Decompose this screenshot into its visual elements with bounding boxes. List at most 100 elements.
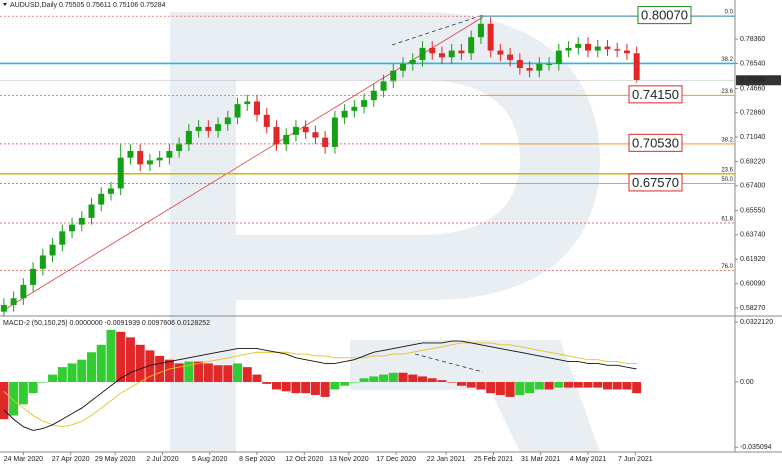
target-label: 0.70530 [632, 135, 679, 150]
title-arrow [3, 3, 7, 6]
macd-bar [388, 372, 398, 383]
candle-body [137, 150, 144, 165]
macd-bar [379, 374, 389, 383]
candle-body [30, 268, 37, 285]
candle-body [614, 49, 621, 51]
macd-bar [145, 350, 155, 383]
candle-body [487, 23, 494, 51]
target-label: 0.80070 [641, 8, 688, 23]
macd-bar [544, 382, 554, 390]
macd-signal-line [3, 342, 637, 428]
candle-body [205, 126, 212, 131]
macd-bar [203, 363, 213, 383]
candle-body [176, 144, 183, 151]
macd-bar [427, 378, 437, 383]
fib-label: 61.8 [721, 217, 733, 223]
candle-body [516, 59, 523, 68]
candle-body [283, 134, 290, 145]
candle-body [234, 104, 241, 118]
candle-body [448, 50, 455, 58]
candle-body [633, 53, 640, 81]
macd-bar [164, 359, 174, 383]
macd-bar [408, 374, 418, 383]
y-tick-label: 0.71040 [740, 134, 765, 141]
macd-bar [495, 382, 505, 396]
fib-label: 50.0 [721, 177, 733, 183]
macd-bar [310, 382, 320, 396]
candle-body [429, 47, 436, 54]
target-box [637, 6, 692, 25]
x-tick-label: 22 Jan 2021 [427, 456, 466, 463]
macd-bar [340, 382, 350, 386]
macd-bar [281, 382, 291, 392]
candle-body [536, 63, 543, 71]
macd-bar [515, 382, 525, 396]
target-box [628, 173, 683, 192]
macd-main-line [3, 340, 637, 431]
candle-body [69, 224, 76, 232]
y-tick-label: 0.67400 [740, 183, 765, 190]
macd-bar [593, 382, 603, 388]
x-tick-label: 5 Aug 2020 [192, 456, 228, 463]
candle-body [215, 124, 222, 131]
candle-body [185, 130, 192, 145]
macd-bar [125, 337, 135, 383]
candle-body [623, 50, 630, 54]
macd-bar [320, 382, 330, 397]
candle-body [477, 23, 484, 38]
candle-body [585, 43, 591, 51]
macd-bar [330, 382, 340, 390]
candle-body [409, 59, 416, 64]
candle-body [331, 117, 338, 147]
macd-bar [447, 382, 457, 383]
macd-bar [583, 382, 593, 388]
macd-bar [369, 376, 379, 383]
candle-body [107, 188, 114, 194]
x-tick-label: 24 Mar 2020 [4, 456, 43, 463]
macd-bar [233, 363, 243, 383]
current-price-box [736, 75, 781, 86]
y-tick-label: 0.60090 [740, 281, 765, 288]
candle-body [575, 43, 582, 48]
candle-body [507, 54, 514, 60]
candle-body [224, 117, 231, 125]
x-tick-label: 2 Jul 2020 [146, 456, 178, 463]
target-box [628, 133, 683, 152]
x-tick-label: 12 Oct 2020 [285, 456, 323, 463]
target-label: 0.74150 [632, 87, 679, 102]
y-tick-label: 0.0322120 [740, 319, 773, 326]
fib-label-2: 23.6 [721, 167, 733, 173]
watermark-stem [170, 12, 236, 452]
candle-body [59, 231, 66, 245]
macd-bar [223, 365, 233, 383]
macd-bar [632, 382, 642, 394]
target-label: 0.67570 [632, 175, 679, 190]
candle-body [10, 298, 17, 305]
macd-bar [38, 382, 48, 383]
divergence-line [391, 14, 484, 46]
macd-bar [48, 374, 58, 383]
macd-bar [262, 382, 272, 384]
candle-body [117, 157, 124, 189]
candle-body [263, 114, 270, 127]
macd-bar [213, 365, 223, 383]
fib-label: 0.0 [725, 10, 734, 16]
macd-bar [106, 329, 116, 383]
candle-body [380, 81, 387, 91]
y-tick-label: 0.69220 [740, 158, 765, 165]
candle-body [244, 101, 251, 105]
macd-bar [554, 382, 564, 388]
candle-body [39, 255, 46, 269]
candle-body [565, 47, 572, 51]
candle-body [292, 126, 299, 135]
current-price-label: 0.75284 [740, 77, 765, 84]
x-tick-label: 8 Sep 2020 [239, 456, 275, 463]
macd-bar [602, 382, 612, 390]
candle-body [20, 284, 27, 299]
fib-label: 76.0 [721, 264, 733, 270]
candle-body [146, 160, 153, 165]
macd-bar [0, 382, 9, 420]
macd-bar [398, 372, 408, 383]
macd-bar [67, 363, 77, 383]
